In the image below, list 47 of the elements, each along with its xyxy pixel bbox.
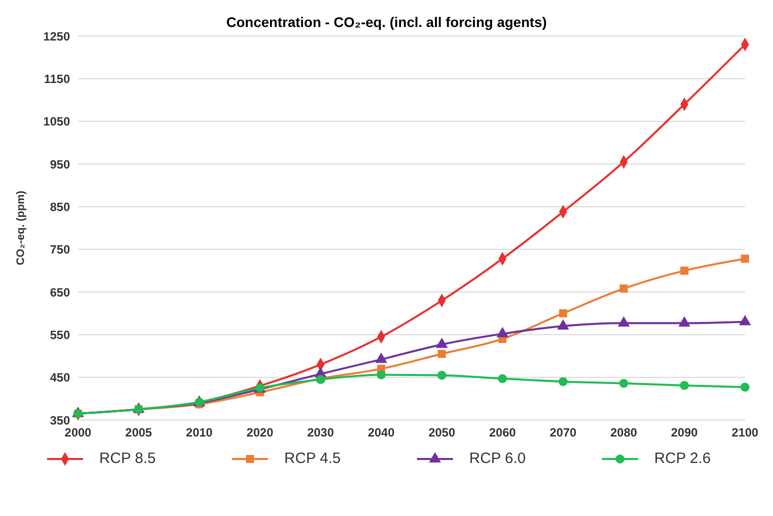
x-tick-label: 2070 <box>550 426 577 440</box>
y-tick-label: 1250 <box>43 29 70 44</box>
point <box>376 353 387 363</box>
x-tick-label: 2060 <box>489 426 516 440</box>
point <box>619 378 628 388</box>
x-tick-label: 2000 <box>64 426 92 440</box>
x-tick-label: 2090 <box>671 426 698 440</box>
point <box>436 338 448 348</box>
y-axis-title: CO₂-eq. (ppm) <box>14 190 27 266</box>
point <box>680 266 688 275</box>
y-tick-label: 750 <box>50 242 70 257</box>
y-tick-label: 550 <box>50 328 70 342</box>
point <box>376 370 386 380</box>
point <box>438 350 446 358</box>
point <box>618 316 630 327</box>
chart-title: Concentration - CO₂-eq. (incl. all forcing agents) <box>225 14 548 30</box>
point <box>740 254 750 263</box>
point <box>498 374 507 384</box>
point <box>557 320 569 330</box>
y-tick-label: 950 <box>50 157 70 172</box>
legend-label: RCP 2.6 <box>654 450 711 467</box>
y-tick-label: 1150 <box>44 72 70 86</box>
x-tick-label: 2100 <box>732 426 759 440</box>
point <box>678 316 690 327</box>
x-tick-label: 2080 <box>610 426 638 440</box>
legend-label: RCP 8.5 <box>99 450 156 467</box>
point <box>558 377 568 386</box>
y-tick-label: 650 <box>50 285 70 300</box>
x-tick-label: 2020 <box>246 426 274 440</box>
x-tick-label: 2005 <box>125 426 152 440</box>
x-tick-label: 2030 <box>307 426 334 440</box>
y-tick-label: 350 <box>50 413 70 428</box>
point <box>739 315 751 326</box>
legend-label: RCP 6.0 <box>469 450 526 467</box>
legend-label: RCP 4.5 <box>284 450 341 467</box>
x-tick-label: 2010 <box>186 426 213 440</box>
point <box>437 370 446 380</box>
point <box>680 380 689 390</box>
y-tick-label: 1050 <box>43 114 70 129</box>
point <box>496 327 508 338</box>
x-tick-label: 2040 <box>368 426 395 440</box>
point <box>559 309 568 318</box>
point <box>740 382 750 392</box>
y-tick-label: 850 <box>50 200 70 214</box>
x-tick-label: 2050 <box>428 426 456 440</box>
y-tick-label: 450 <box>50 370 70 385</box>
point <box>620 284 628 293</box>
